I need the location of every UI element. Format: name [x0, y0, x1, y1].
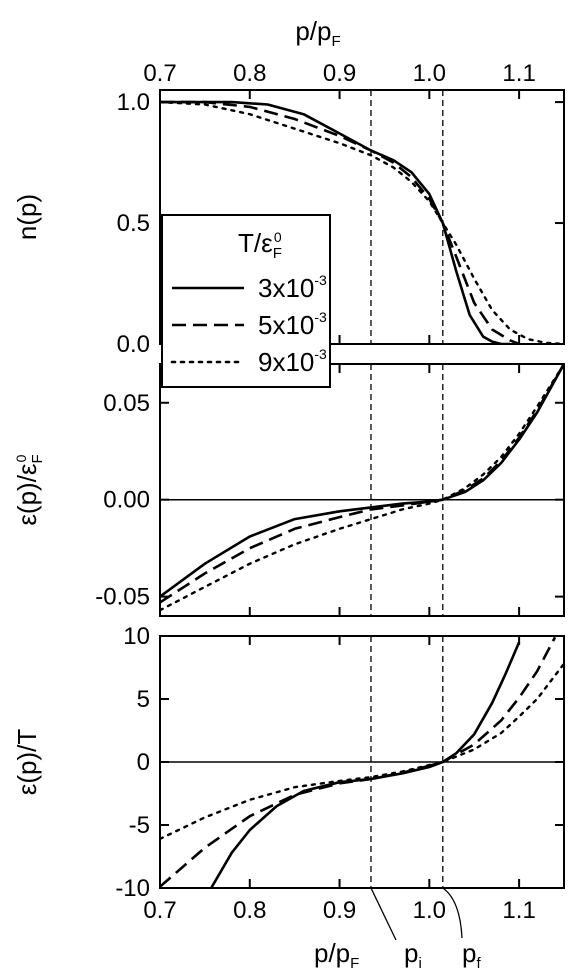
- top-x-tick-label: 0.7: [143, 60, 176, 87]
- x-axis-title-sub: F: [350, 955, 359, 972]
- y-tick-label: 0: [137, 749, 150, 776]
- legend-entry-label: 3x10-3: [258, 272, 327, 303]
- series-solid-line: [210, 641, 521, 888]
- y-axis-title-main: ε(p)/ε: [12, 463, 42, 526]
- legend-label-main: 9x10: [258, 347, 314, 377]
- y-tick-label: 0.05: [103, 390, 150, 417]
- p-i-main: p: [404, 938, 418, 968]
- p-f-sub: f: [476, 955, 481, 972]
- y-axis-title-sup: 0: [13, 454, 29, 462]
- legend-label-sup: -3: [314, 272, 327, 288]
- legend-title-sub: F: [273, 245, 282, 262]
- top-x-tick-label: 0.9: [323, 60, 356, 87]
- x-axis-title-main: p/p: [295, 16, 331, 46]
- y-tick-label: -10: [115, 875, 150, 902]
- series-solid-line: [160, 364, 564, 598]
- panel-top: 0.00.51.00.7 0.8 0.9 1.0 1.1: [117, 60, 565, 358]
- legend-title-main: T/ε: [238, 228, 273, 258]
- panel-bottom: -10 -5 0 5 10 0.7 0.8 0.9 1.0 1.1: [115, 623, 565, 924]
- legend-label-sup: -3: [314, 309, 327, 325]
- bottom-x-tick-label: 1.1: [502, 897, 535, 924]
- legend-label-main: 3x10: [258, 273, 314, 303]
- legend-title: T/εF0: [238, 228, 282, 262]
- series-solid-line: [160, 100, 511, 344]
- legend-title-sup: 0: [274, 229, 282, 245]
- panel-middle: -0.05 0.00 0.05: [95, 363, 565, 617]
- x-axis-title-sub: F: [331, 33, 340, 50]
- legend-entry-label: 9x10-3: [258, 346, 327, 377]
- y-tick-label: 0.0: [117, 331, 150, 358]
- y-tick-label: 5: [137, 686, 150, 713]
- p-i-leader: [370, 887, 397, 941]
- y-tick-label: -5: [129, 812, 150, 839]
- p-i-sub: i: [418, 955, 421, 972]
- p-i-marker-label: pi: [404, 938, 422, 972]
- legend-box: [161, 214, 331, 388]
- y-tick-label: 0.00: [103, 487, 150, 514]
- top-x-axis-title: p/pF: [295, 16, 340, 50]
- p-f-main: p: [462, 938, 476, 968]
- series-group: [160, 636, 564, 888]
- top-x-tick-label: 1.1: [502, 60, 535, 87]
- series-dashed-line: [160, 100, 520, 344]
- bottom-x-tick-label: 0.7: [143, 897, 176, 924]
- top-x-tick-label: 0.8: [233, 60, 266, 87]
- legend-label-sup: -3: [314, 346, 327, 362]
- bottom-x-tick-label: 1.0: [413, 897, 446, 924]
- y-axis-title-middle: ε(p)/εF0: [12, 454, 46, 525]
- legend-label-main: 5x10: [258, 310, 314, 340]
- series-dashed-line: [160, 364, 564, 604]
- series-dotted-line: [160, 662, 564, 841]
- y-tick-label: 1.0: [117, 89, 150, 116]
- y-axis-title-top: n(p): [12, 194, 42, 240]
- series-dotted-line: [160, 364, 564, 612]
- series-dashed-line: [160, 636, 557, 888]
- x-axis-title-main: p/p: [314, 938, 350, 968]
- series-dotted-line: [160, 100, 564, 344]
- p-f-marker-label: pf: [462, 938, 481, 972]
- series-group: [160, 100, 564, 344]
- p-f-leader: [442, 887, 463, 939]
- legend-entry-label: 5x10-3: [258, 309, 327, 340]
- y-axis-title-sub: F: [29, 454, 46, 463]
- series-group: [160, 364, 564, 612]
- bottom-x-tick-label: 0.9: [323, 897, 356, 924]
- plot-frame: [159, 89, 565, 345]
- bottom-x-tick-label: 0.8: [233, 897, 266, 924]
- y-tick-label: -0.05: [95, 584, 150, 611]
- y-axis-title-bottom: ε(p)/T: [12, 729, 42, 796]
- y-tick-label: 0.5: [117, 210, 150, 237]
- top-x-tick-label: 1.0: [413, 60, 446, 87]
- plot-frame: [159, 363, 565, 617]
- bottom-x-axis-title: p/pF: [314, 938, 359, 972]
- y-tick-label: 10: [123, 623, 150, 650]
